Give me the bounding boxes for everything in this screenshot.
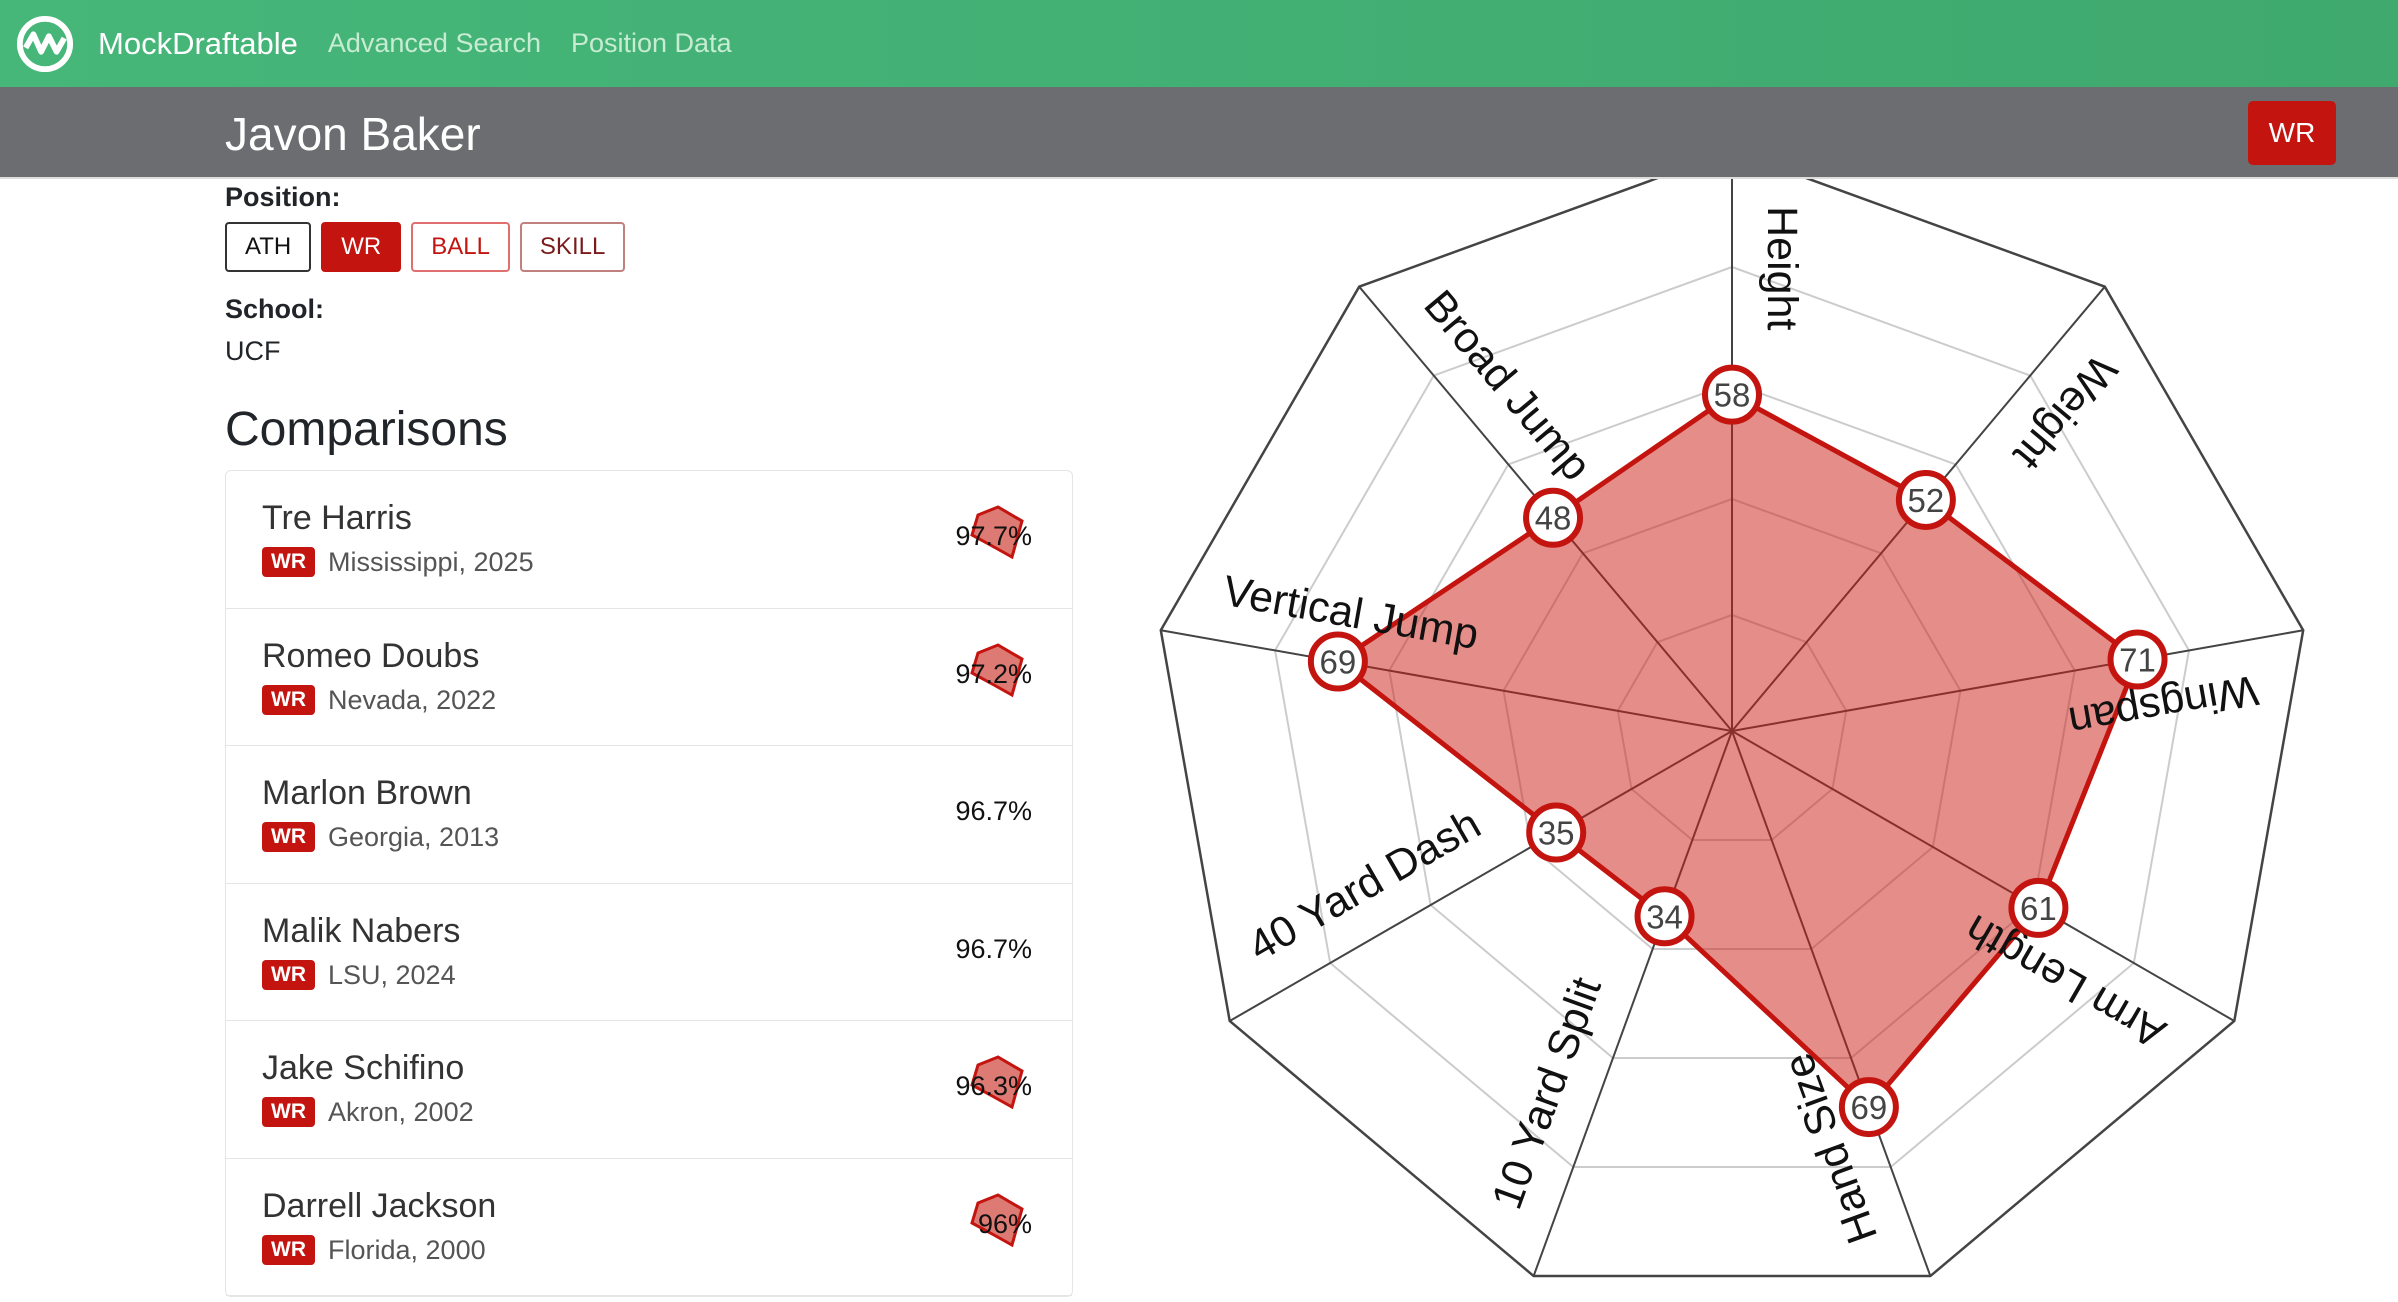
- comparison-position-badge: WR: [262, 684, 315, 715]
- comparison-school-year: Mississippi, 2025: [328, 547, 534, 577]
- data-label: 69: [1851, 1089, 1888, 1126]
- similarity-percent: 97.7%: [955, 521, 1032, 551]
- player-header: Javon Baker WR: [0, 87, 2398, 179]
- data-point: [1838, 1077, 1899, 1138]
- similarity-percent: 96%: [977, 1208, 1032, 1239]
- mini-radar-icon: [970, 1055, 1024, 1110]
- comparison-item[interactable]: Tre Harris WR Mississippi, 2025 97.7%: [226, 471, 1072, 609]
- comparison-item[interactable]: Marlon Brown WR Georgia, 2013 96.7%: [226, 746, 1072, 884]
- nav-advanced-search[interactable]: Advanced Search: [327, 28, 541, 58]
- data-point: [1702, 364, 1762, 425]
- data-label: 48: [1535, 500, 1572, 537]
- data-point: [1307, 631, 1368, 692]
- comparison-position-badge: WR: [262, 1097, 315, 1127]
- brand-link[interactable]: MockDraftable: [98, 25, 298, 61]
- data-point: [1895, 469, 1956, 530]
- navbar: MockDraftable Advanced Search Position D…: [0, 0, 2398, 87]
- mini-radar-icon: [970, 505, 1024, 560]
- position-button-ball[interactable]: BALL: [411, 222, 510, 272]
- wave-circle-logo-icon[interactable]: [16, 15, 74, 73]
- comparison-item[interactable]: Jake Schifino WR Akron, 2002 96.3%: [226, 1021, 1072, 1159]
- comparison-name[interactable]: Marlon Brown: [262, 774, 472, 812]
- comparison-name[interactable]: Malik Nabers: [262, 911, 461, 950]
- similarity-percent: 96.7%: [955, 933, 1032, 964]
- comparison-school-year: Florida, 2000: [328, 1234, 486, 1265]
- comparison-position-badge: WR: [262, 822, 315, 852]
- comparison-school-year: LSU, 2024: [328, 959, 456, 990]
- position-button-wr[interactable]: WR: [321, 222, 402, 272]
- comparison-position-badge: WR: [262, 1234, 315, 1265]
- axis-label: 10 Yard Split: [1483, 971, 1611, 1215]
- data-label: 35: [1538, 815, 1575, 852]
- school-value: UCF: [225, 336, 281, 366]
- data-label: 71: [2119, 641, 2156, 678]
- comparison-item[interactable]: Romeo Doubs WR Nevada, 2022 97.2%: [226, 609, 1072, 746]
- position-badge: WR: [2248, 101, 2336, 165]
- data-point: [1634, 886, 1695, 947]
- data-label: 58: [1714, 377, 1751, 414]
- comparisons-list: Tre Harris WR Mississippi, 2025 97.7% Rom…: [225, 470, 1073, 1297]
- data-point: [2107, 629, 2168, 690]
- position-button-skill[interactable]: SKILL: [519, 222, 626, 272]
- data-label: 34: [1646, 898, 1683, 935]
- comparison-school-year: Nevada, 2022: [328, 684, 497, 715]
- comparisons-title: Comparisons: [225, 403, 508, 456]
- position-buttons: ATH WR BALL SKILL: [225, 222, 626, 272]
- similarity-percent: 96.3%: [955, 1071, 1032, 1101]
- comparison-school-year: Georgia, 2013: [328, 822, 500, 852]
- similarity-percent: 97.2%: [955, 658, 1032, 689]
- mini-radar-icon: [970, 1192, 1024, 1247]
- comparison-item[interactable]: Malik Nabers WR LSU, 2024 96.7%: [226, 884, 1072, 1021]
- comparison-name[interactable]: Darrell Jackson: [262, 1186, 497, 1225]
- comparison-position-badge: WR: [262, 547, 315, 577]
- axis-label: Weight: [2004, 346, 2126, 479]
- position-button-ath[interactable]: ATH: [225, 222, 312, 272]
- data-point: [1526, 802, 1587, 863]
- mini-radar-icon: [970, 642, 1024, 697]
- data-area: [1335, 392, 2141, 1110]
- nav-position-data[interactable]: Position Data: [571, 28, 732, 58]
- axis-label: 40 Yard Dash: [1240, 800, 1488, 971]
- comparison-position-badge: WR: [262, 959, 315, 990]
- player-name: Javon Baker: [225, 108, 481, 160]
- comparison-name[interactable]: Jake Schifino: [262, 1049, 465, 1087]
- comparison-name[interactable]: Romeo Doubs: [262, 636, 480, 675]
- data-label: 61: [2020, 890, 2057, 927]
- comparison-item[interactable]: Darrell Jackson WR Florida, 2000 96%: [226, 1159, 1072, 1296]
- similarity-percent: 96.7%: [955, 796, 1032, 826]
- comparison-name[interactable]: Tre Harris: [262, 499, 412, 537]
- school-label: School:: [225, 294, 324, 324]
- data-point: [2008, 877, 2069, 938]
- grid-ring: [1274, 265, 2190, 1169]
- data-point: [1523, 487, 1584, 548]
- data-label: 69: [1320, 644, 1357, 681]
- data-label: 52: [1908, 482, 1945, 519]
- axis-label: Height: [1758, 206, 1806, 330]
- axis-label: Arm Length: [1957, 905, 2174, 1058]
- position-label: Position:: [225, 182, 341, 212]
- comparison-school-year: Akron, 2002: [328, 1097, 474, 1127]
- grid-ring: [1159, 149, 2305, 1278]
